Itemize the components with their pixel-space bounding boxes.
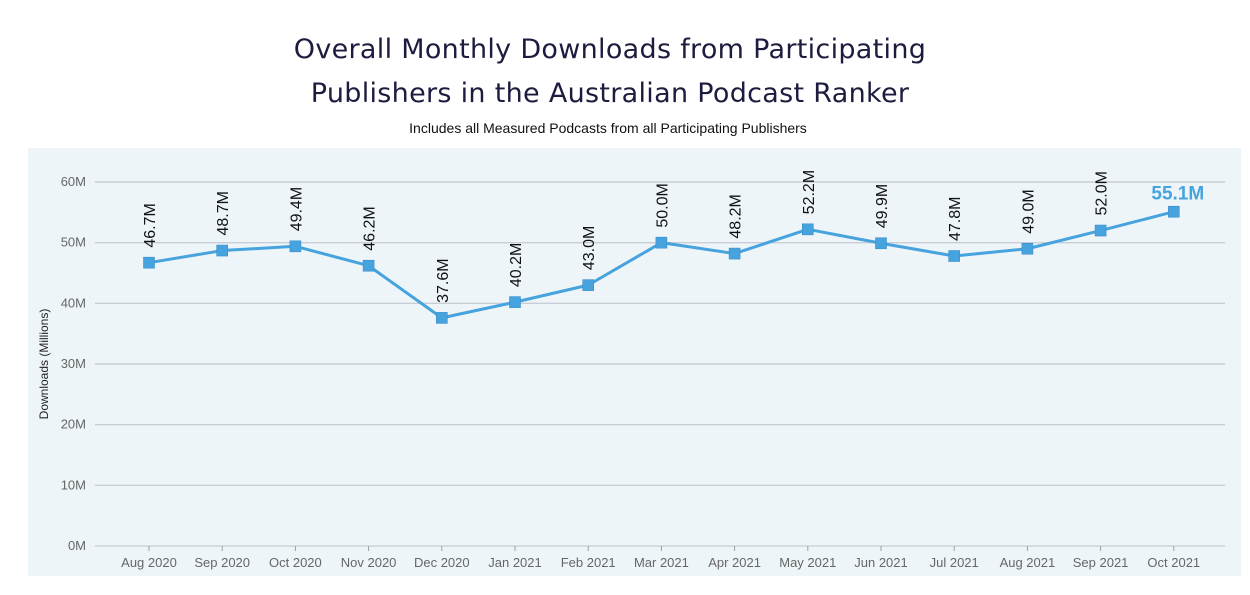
data-label: 52.2M [801, 170, 818, 214]
data-point-marker [655, 236, 668, 249]
chart-title: Overall Monthly Downloads from Participa… [0, 28, 1220, 116]
data-point-marker [582, 279, 595, 291]
x-tick-label: Nov 2020 [341, 555, 397, 570]
data-point-marker [1021, 242, 1034, 255]
data-point-marker [1094, 224, 1107, 237]
data-label: 50.0M [654, 183, 671, 227]
y-tick-label: 0M [68, 538, 86, 553]
plot-background [28, 148, 1241, 576]
chart-title-line-2: Publishers in the Australian Podcast Ran… [310, 78, 910, 109]
data-label: 48.2M [728, 194, 745, 238]
x-tick-label: Sep 2020 [194, 555, 250, 570]
x-tick-label: Oct 2021 [1147, 555, 1200, 570]
x-tick-label: Jun 2021 [854, 555, 908, 570]
chart-subtitle: Includes all Measured Podcasts from all … [409, 120, 807, 136]
y-tick-label: 30M [61, 356, 86, 371]
data-label: 49.4M [288, 187, 305, 231]
chart-title-line-1: Overall Monthly Downloads from Participa… [293, 34, 927, 65]
data-labels: 46.7M 48.7M 49.4M 46.2M 37.6M 40.2M 43.0M 50.0M… [142, 170, 1204, 303]
x-tick-label: Dec 2020 [414, 555, 470, 570]
series-markers [143, 205, 1180, 324]
data-label: 49.0M [1020, 189, 1037, 233]
y-tick-label: 60M [61, 174, 86, 189]
x-tick-label: Feb 2021 [561, 555, 616, 570]
x-tick-label: Apr 2021 [708, 555, 761, 570]
y-tick-label: 40M [61, 295, 86, 310]
data-point-marker [728, 247, 741, 260]
data-point-marker [143, 256, 155, 269]
data-label: 46.7M [142, 203, 159, 247]
x-axis-ticks: Aug 2020 Sep 2020 Oct 2020 Nov 2020 Dec 2020… [121, 546, 1200, 570]
data-label: 40.2M [508, 243, 525, 287]
y-tick-label: 50M [61, 235, 86, 250]
data-point-marker [948, 250, 961, 262]
data-label: 49.9M [874, 184, 891, 228]
y-axis-label: Downloads (Millions) [37, 309, 51, 420]
data-point-marker [1168, 205, 1180, 218]
x-tick-label: Aug 2020 [121, 555, 177, 570]
data-label: 55.1M [1151, 184, 1204, 205]
x-tick-label: May 2021 [779, 555, 836, 570]
x-tick-label: Jan 2021 [488, 555, 542, 570]
data-label: 37.6M [435, 258, 452, 302]
data-label: 43.0M [581, 226, 598, 270]
data-point-marker [289, 240, 302, 253]
x-tick-label: Aug 2021 [1000, 555, 1056, 570]
data-label: 47.8M [947, 197, 964, 241]
data-point-marker [216, 244, 228, 257]
x-tick-label: Oct 2020 [269, 555, 322, 570]
data-label: 48.7M [215, 191, 232, 235]
data-point-marker [801, 223, 814, 236]
y-tick-label: 10M [61, 477, 86, 492]
x-tick-label: Jul 2021 [930, 555, 979, 570]
y-axis-ticks: 0M 10M 20M 30M 40M 50M 60M [61, 174, 86, 553]
data-point-marker [875, 237, 887, 250]
x-tick-label: Sep 2021 [1073, 555, 1129, 570]
y-tick-label: 20M [61, 417, 86, 432]
data-point-marker [509, 296, 521, 308]
data-point-marker [435, 312, 448, 324]
data-label: 46.2M [362, 206, 379, 250]
data-point-marker [362, 259, 375, 272]
x-tick-label: Mar 2021 [634, 555, 689, 570]
data-label: 52.0M [1094, 171, 1111, 215]
